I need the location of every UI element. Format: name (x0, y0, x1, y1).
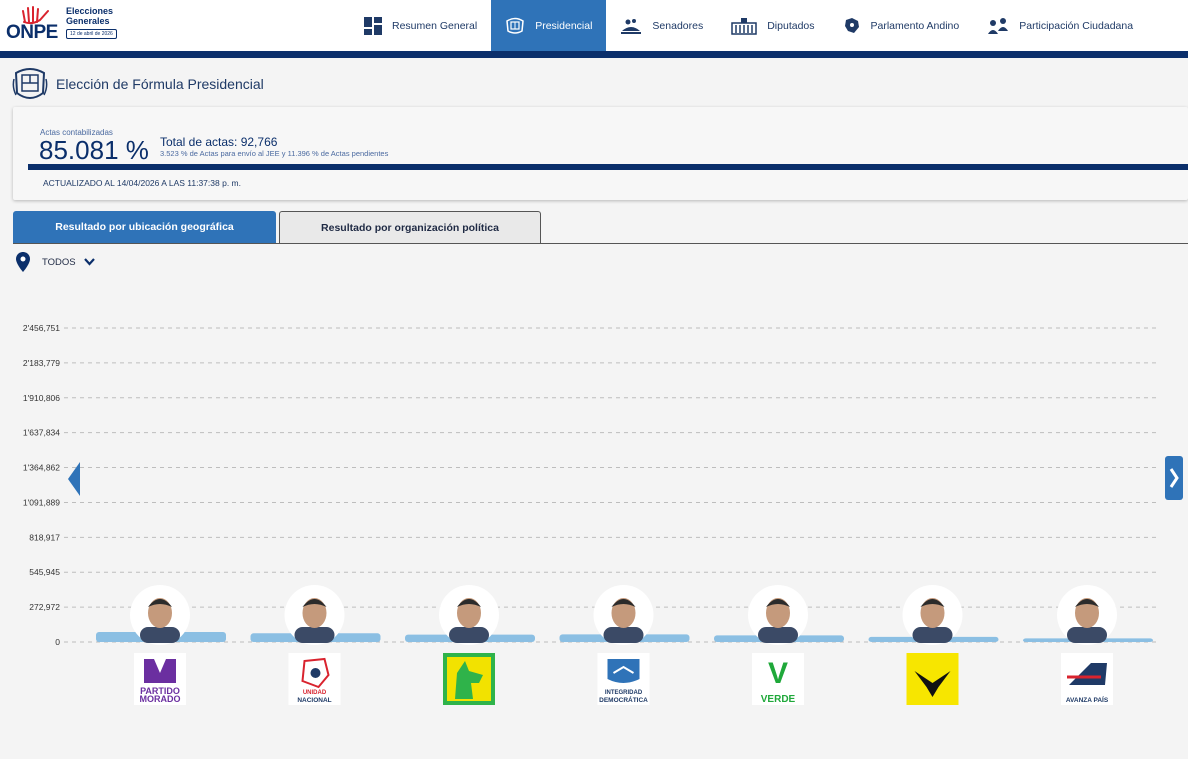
peru-coat-of-arms-icon (12, 68, 48, 99)
main-nav: Resumen General Presidencial Senadores D… (350, 0, 1147, 51)
congress-building-icon (731, 17, 757, 35)
actas-percentage: 85.081 % (39, 135, 149, 165)
nav-label: Diputados (767, 19, 815, 32)
party-logo-text: PARTIDO (140, 686, 180, 696)
page-title: Elección de Fórmula Presidencial (56, 76, 264, 92)
y-tick-label: 1'364,862 (23, 463, 60, 473)
candidate-suit (758, 627, 798, 643)
y-tick-label: 545,945 (29, 567, 60, 577)
nav-label: Parlamento Andino (870, 19, 960, 32)
top-navigation-bar: ONPE Elecciones Generales 12 de abril de… (0, 0, 1188, 51)
integridad-shield-icon (607, 659, 640, 683)
y-tick-label: 272,972 (29, 602, 60, 612)
nav-parlamento-andino[interactable]: Parlamento Andino (829, 0, 974, 51)
y-tick-label: 0 (55, 637, 60, 647)
chevron-right-icon (1169, 468, 1179, 488)
candidate-hair (302, 599, 327, 607)
onpe-wordmark: ONPE (6, 22, 58, 43)
candidate-suit (294, 627, 335, 643)
candidate-hair (611, 599, 636, 607)
candidate-suit (603, 627, 644, 643)
morado-m-icon (144, 659, 176, 683)
nav-label: Participación Ciudadana (1019, 19, 1134, 32)
elecciones-generales-label: Elecciones Generales (66, 6, 114, 26)
candidate-hair (920, 599, 945, 607)
condor-icon (914, 671, 951, 697)
votes-bar-chart: 0 272,972 545,945 818,917 1'091,889 1'364,862… (23, 323, 1160, 705)
hands-logo-icon (22, 6, 49, 25)
actas-contabilizadas-label: Actas contabilizadas (40, 128, 113, 137)
andean-map-icon (844, 17, 859, 33)
train-icon (1069, 663, 1107, 685)
candidate-suit (1067, 627, 1107, 643)
map-pin-icon (16, 252, 30, 272)
bird-logo-bg (906, 653, 959, 705)
party-logo-text: NACIONAL (297, 697, 331, 704)
last-updated: ACTUALIZADO AL 14/04/2026 A LAS 11:37:38… (43, 178, 241, 188)
candidate-hair (457, 599, 481, 607)
party-logo-text: UNIDAD (303, 690, 327, 696)
dashboard-icon (364, 16, 382, 35)
actas-detail: 3.523 % de Actas para envío al JEE y 11.… (160, 149, 389, 158)
nav-participacion-ciudadana[interactable]: Participación Ciudadana (973, 0, 1147, 51)
candidate-face (302, 598, 327, 628)
y-tick-label: 818,917 (29, 532, 60, 542)
page-title-row: Elección de Fórmula Presidencial (12, 66, 264, 102)
nav-diputados[interactable]: Diputados (717, 0, 828, 51)
chart-prev-arrow-icon[interactable] (68, 462, 80, 496)
candidate-hair (766, 599, 790, 607)
party-logo-unidad-nacional-logo[interactable] (288, 653, 341, 705)
candidate-face (457, 598, 481, 628)
party-logo-verde-logo[interactable] (752, 653, 804, 705)
candidate-hair (1075, 599, 1099, 607)
unidad-figure-icon (310, 668, 321, 678)
candidate-face (148, 598, 172, 628)
senators-icon (621, 18, 642, 34)
location-filter-dropdown[interactable]: TODOS (16, 252, 95, 272)
y-tick-label: 2'456,751 (23, 323, 60, 333)
peru-outline-icon (301, 657, 330, 689)
chart-next-button[interactable] (1165, 456, 1183, 500)
tab-geographic[interactable]: Resultado por ubicación geográfica (13, 211, 276, 243)
party-logo-text: MORADO (140, 694, 181, 704)
tab-political-organization[interactable]: Resultado por organización política (279, 211, 541, 243)
nav-resumen-general[interactable]: Resumen General (350, 0, 491, 51)
onpe-logo[interactable]: ONPE Elecciones Generales 12 de abril de… (6, 5, 136, 45)
y-tick-label: 1'637,834 (23, 428, 60, 438)
y-tick-label: 2'183,779 (23, 358, 60, 368)
candidate-suit (140, 627, 180, 643)
candidate-hair (148, 599, 172, 607)
nav-label: Presidencial (535, 19, 593, 32)
nav-label: Resumen General (392, 19, 478, 32)
candidate-suit (912, 627, 953, 643)
tab-underline (13, 243, 1188, 244)
party-logo-text: AVANZA PAÍS (1066, 695, 1109, 704)
candidate-face (611, 598, 636, 628)
total-actas: Total de actas: 92,766 (160, 135, 278, 149)
dog-silhouette-icon (455, 661, 483, 699)
nav-senadores[interactable]: Senadores (606, 0, 717, 51)
party-logo-text: DEMOCRÁTICA (599, 695, 648, 704)
chevron-down-icon (83, 258, 95, 266)
nav-label: Senadores (652, 19, 704, 32)
nav-presidencial[interactable]: Presidencial (491, 0, 607, 51)
candidate-suit (449, 627, 489, 643)
candidate-face (920, 598, 945, 628)
summary-card: Actas contabilizadas 85.081 % Total de a… (13, 107, 1188, 200)
election-date-label: 12 de abril de 2026 (66, 29, 117, 39)
candidate-face (1075, 598, 1099, 628)
candidate-face (766, 598, 790, 628)
party-logo-text: INTEGRIDAD (605, 690, 643, 696)
handshake-icon (612, 665, 635, 674)
citizens-icon (988, 17, 1009, 34)
y-tick-label: 1'091,889 (23, 497, 60, 507)
presidential-emblem-icon (506, 17, 525, 34)
verde-v-text: V (768, 657, 788, 690)
header-divider (0, 51, 1188, 58)
party-logo-text: VERDE (761, 694, 796, 705)
actas-progress-bar (28, 164, 1188, 170)
filter-value: TODOS (42, 256, 76, 268)
y-tick-label: 1'910,806 (23, 393, 60, 403)
